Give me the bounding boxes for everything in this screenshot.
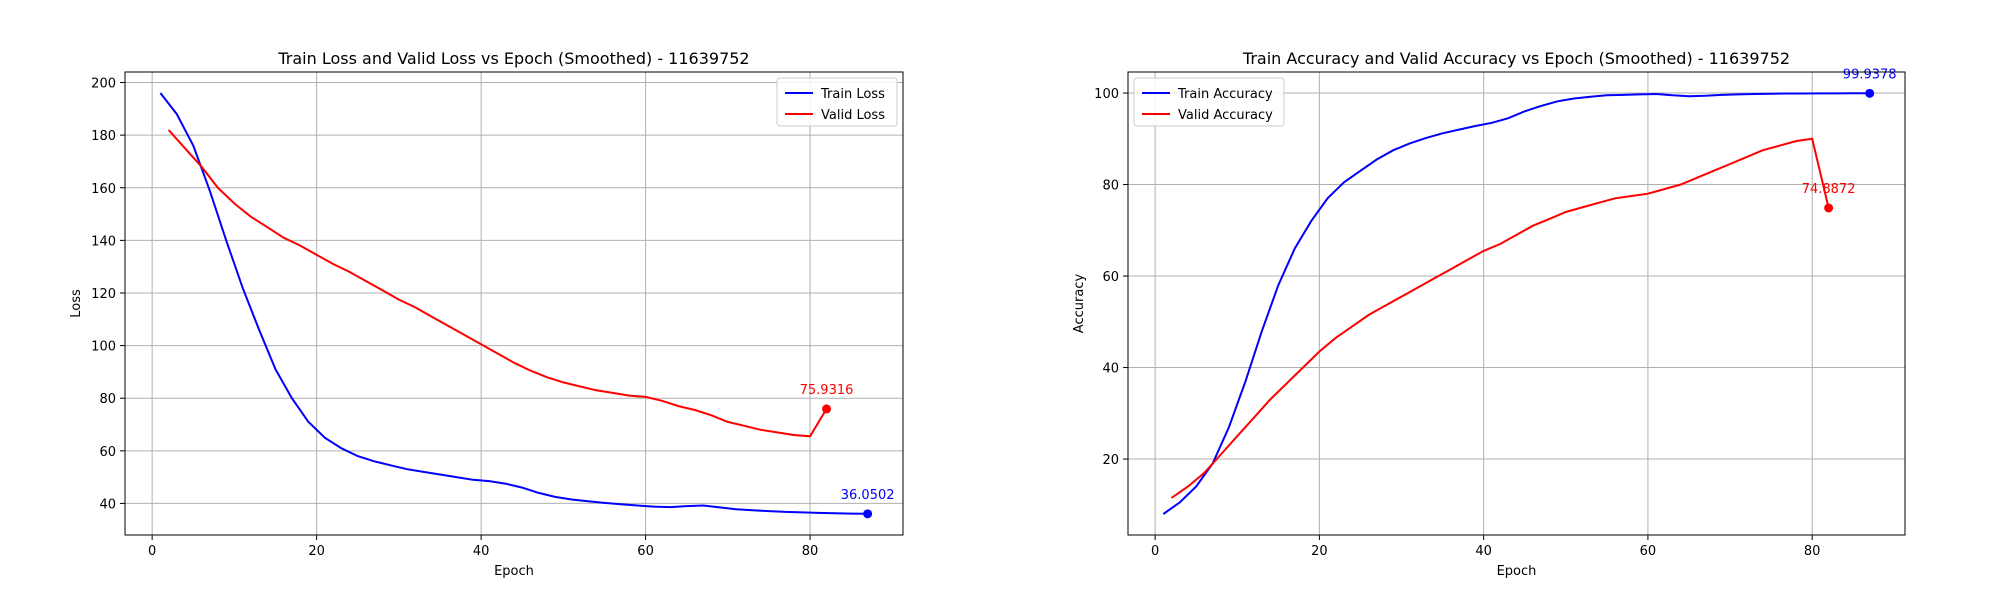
x-tick-label: 0 <box>1151 544 1159 559</box>
series-line-1 <box>1162 92 1870 515</box>
y-tick-label: 80 <box>99 392 116 407</box>
series-line-2 <box>167 129 828 438</box>
y-tick-label: 160 <box>91 182 116 197</box>
y-tick-label: 60 <box>99 445 116 460</box>
x-tick-label: 40 <box>473 544 490 559</box>
x-tick-label: 60 <box>637 544 654 559</box>
y-tick-label: 40 <box>99 497 116 512</box>
series-end-label-2: 75.9316 <box>800 383 854 398</box>
y-tick-label: 80 <box>1102 179 1119 194</box>
y-tick-label: 60 <box>1102 270 1119 285</box>
legend-label: Train Loss <box>820 87 885 102</box>
y-tick-label: 40 <box>1102 362 1119 377</box>
x-axis-label: Epoch <box>1497 564 1537 579</box>
legend-label: Valid Loss <box>821 108 885 123</box>
legend: Train Accuracy Valid Accuracy <box>1133 77 1285 127</box>
axes-frame <box>124 71 904 536</box>
y-axis-label: Loss <box>69 289 84 318</box>
legend-label: Valid Accuracy <box>1178 108 1273 123</box>
legend: Train Loss Valid Loss <box>776 77 898 127</box>
series-end-marker-1 <box>863 509 873 519</box>
y-tick-label: 100 <box>91 340 116 355</box>
series-end-label-1: 99.9378 <box>1843 67 1897 82</box>
x-tick-label: 20 <box>1311 544 1328 559</box>
chart-2: 0 20 40 60 80 20 40 60 80 100 99.9378 74.8872 Train … <box>1072 49 1906 579</box>
series-end-marker-1 <box>1865 88 1875 98</box>
x-axis-label: Epoch <box>494 564 534 579</box>
series-end-label-2: 74.8872 <box>1802 182 1856 197</box>
series-end-marker-2 <box>1824 203 1834 213</box>
x-tick-label: 80 <box>1804 544 1821 559</box>
chart-title: Train Accuracy and Valid Accuracy vs Epo… <box>1242 49 1790 68</box>
x-tick-label: 20 <box>308 544 325 559</box>
chart-title: Train Loss and Valid Loss vs Epoch (Smoo… <box>277 49 749 68</box>
x-tick-label: 40 <box>1475 544 1492 559</box>
series-end-label-1: 36.0502 <box>841 488 895 503</box>
axes-frame <box>1127 71 1906 536</box>
y-tick-label: 100 <box>1094 87 1119 102</box>
y-tick-label: 200 <box>91 77 116 92</box>
y-tick-label: 140 <box>91 234 116 249</box>
y-axis-label: Accuracy <box>1072 274 1087 334</box>
series-line-2 <box>1170 137 1830 499</box>
series-line-1 <box>159 92 868 515</box>
legend-label: Train Accuracy <box>1177 87 1273 102</box>
x-tick-label: 60 <box>1640 544 1657 559</box>
x-tick-label: 0 <box>148 544 156 559</box>
y-tick-label: 180 <box>91 129 116 144</box>
chart-1: 0 20 40 60 80 40 60 80 100 120 140 160 180 200 36.0502… <box>69 49 904 579</box>
x-tick-label: 80 <box>802 544 819 559</box>
legend-box <box>1133 77 1285 127</box>
y-tick-label: 20 <box>1102 453 1119 468</box>
series-end-marker-2 <box>822 404 832 414</box>
y-tick-label: 120 <box>91 287 116 302</box>
